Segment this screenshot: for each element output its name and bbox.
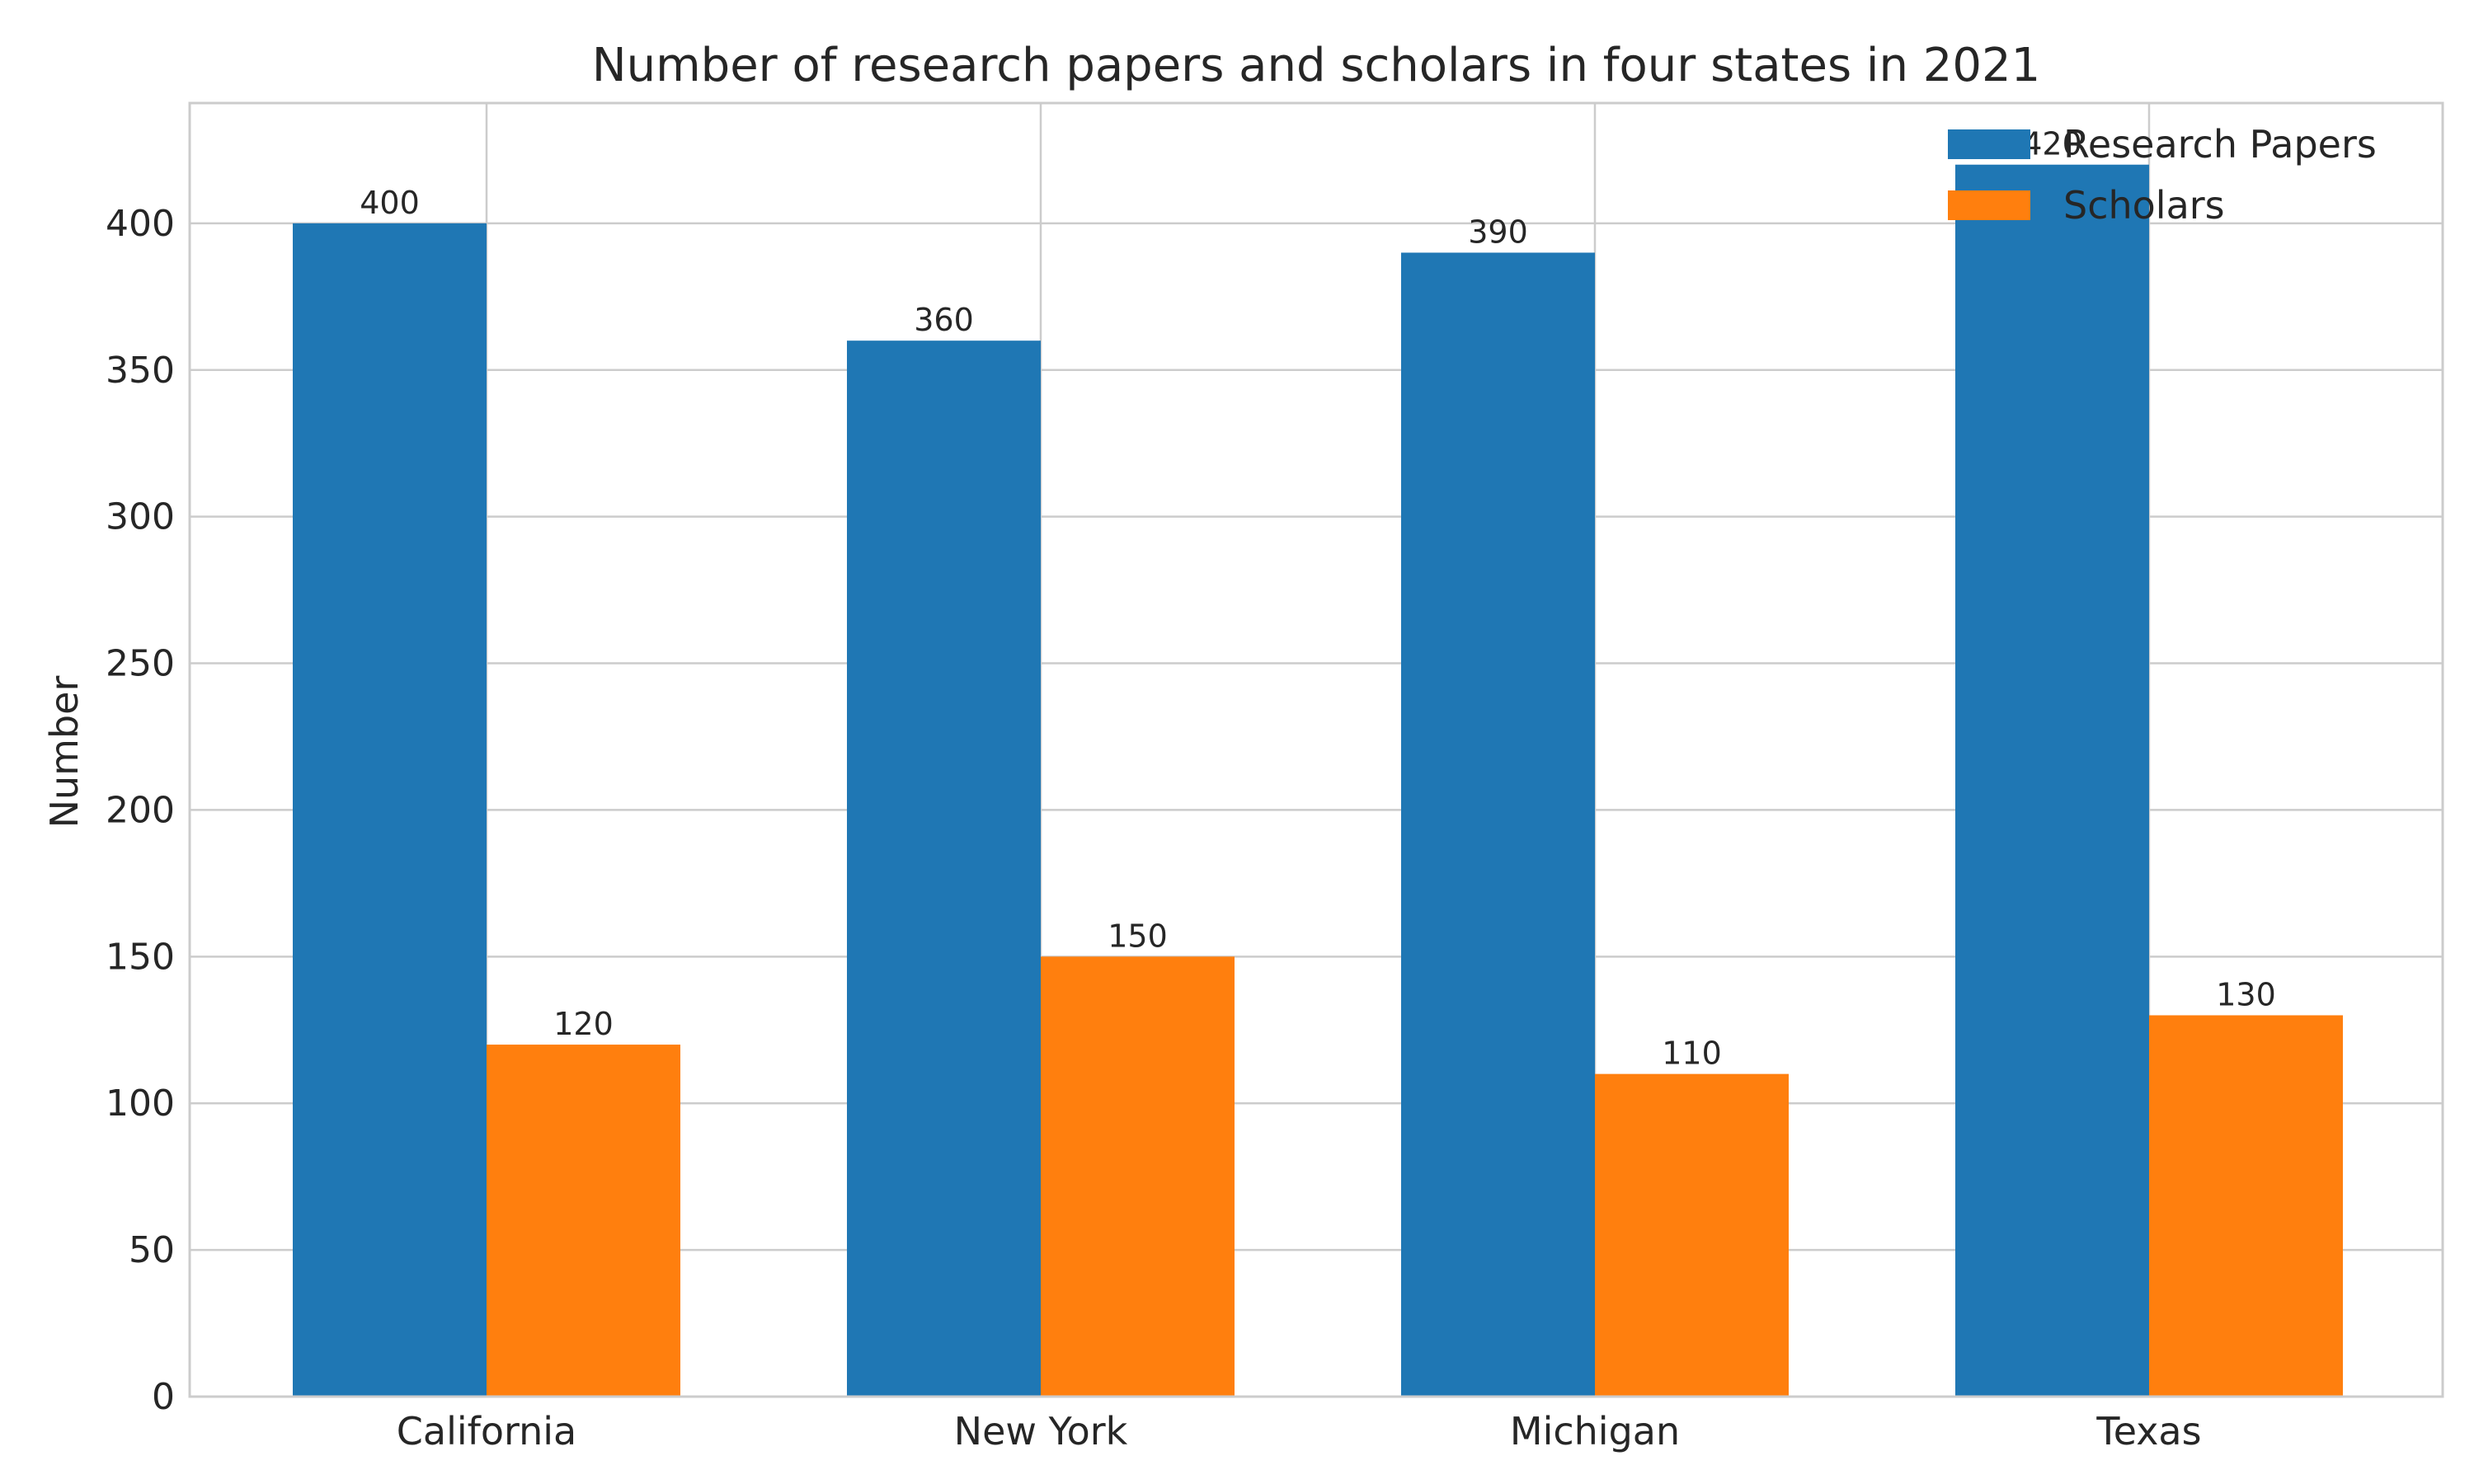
y-tick-label: 350 [106,350,175,392]
legend: Research Papers Scholars [1948,122,2377,228]
legend-label: Scholars [2063,183,2225,228]
bar-value-label: 150 [1108,918,1168,954]
bars [293,164,2343,1397]
y-tick-label: 300 [106,496,175,538]
y-tick-label: 50 [129,1229,175,1271]
x-tick-label: New York [954,1409,1128,1453]
x-tick-label: Michigan [1510,1409,1680,1453]
y-tick-label: 250 [106,643,175,685]
x-tick-label: California [397,1409,576,1453]
bar-value-label: 130 [2216,976,2276,1012]
y-tick-label: 150 [106,936,175,978]
bar-value-label: 390 [1468,214,1528,250]
bar-scholars [1595,1073,1789,1397]
legend-label: Research Papers [2063,122,2377,167]
bar-scholars [487,1045,680,1397]
bar-value-label: 110 [1662,1036,1722,1072]
y-tick-label: 100 [106,1082,175,1125]
bar-value-label: 420 [2022,126,2082,162]
y-tick-label: 400 [106,203,175,245]
chart-title: Number of research papers and scholars i… [592,39,2041,92]
x-axis-ticks: California New York Michigan Texas [397,1409,2202,1453]
x-tick-label: Texas [2095,1409,2201,1453]
y-axis-ticks: 0 50 100 150 200 250 300 350 400 [106,203,175,1418]
y-tick-label: 0 [152,1376,175,1418]
bar-value-label: 400 [360,185,420,221]
value-labels: 400 120 360 150 390 110 420 130 [360,126,2276,1072]
bar-scholars [2149,1015,2343,1397]
bar-value-label: 120 [553,1006,614,1042]
bar-research-papers [1955,164,2149,1397]
bar-research-papers [293,223,487,1397]
y-axis-label: Number [42,676,87,829]
y-tick-label: 200 [106,789,175,831]
bar-value-label: 360 [914,302,974,338]
plot-frame [188,101,2444,1398]
bar-research-papers [1401,252,1595,1397]
bar-research-papers [847,340,1041,1397]
bar-scholars [1041,956,1235,1397]
legend-swatch [1948,190,2030,220]
legend-swatch [1948,129,2030,159]
